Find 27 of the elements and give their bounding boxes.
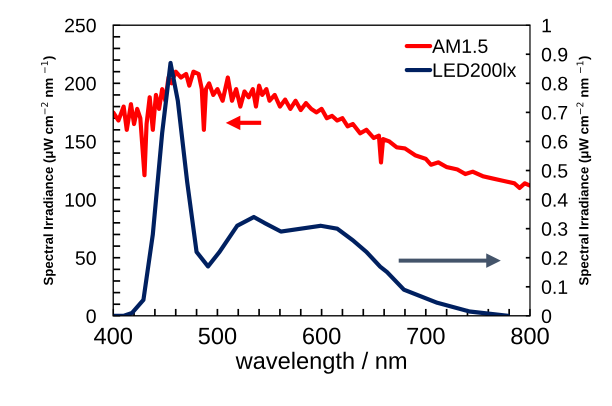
x-axis-title: wavelength / nm [236,352,406,374]
y-axis-title: Spectral Irradiance (μW cm$^{−2}$ nm $^{−1}$) [41,56,56,286]
x-tick-label: 800 [511,328,549,344]
y2-axis-title: Spectral Irradiance (μW cm$^{−2}$ nm $^{−1}$) [576,56,592,286]
y-tick-label: 250 [65,18,96,32]
y2-tick-label: 0.6 [542,134,568,149]
x-tick-label: 700 [407,328,445,344]
x-tick-label: 400 [94,328,132,344]
y2-tick-label: 0.8 [542,76,568,91]
y-tick-label: 200 [65,76,96,91]
y2-tick-label: 0.5 [542,164,568,178]
y-tick-label: 0 [86,309,96,324]
y2-tick-label: 0.9 [542,48,568,62]
y2-tick-label: 0.4 [542,193,568,207]
y-tick-label: 50 [76,251,96,265]
y2-tick-label: 0.1 [542,280,568,294]
x-tick-label: 600 [303,328,340,344]
legend-label: LED200lx [434,62,516,78]
y2-tick-label: 0.3 [542,222,568,236]
y2-tick-label: 1 [542,18,551,32]
legend-label: AM1.5 [432,39,488,54]
y-tick-label: 150 [66,134,96,149]
y2-tick-label: 0 [542,309,552,324]
y-tick-label: 100 [66,193,96,207]
y2-tick-label: 0.7 [542,106,568,120]
x-tick-label: 500 [198,328,236,344]
y2-tick-label: 0.2 [542,251,568,265]
